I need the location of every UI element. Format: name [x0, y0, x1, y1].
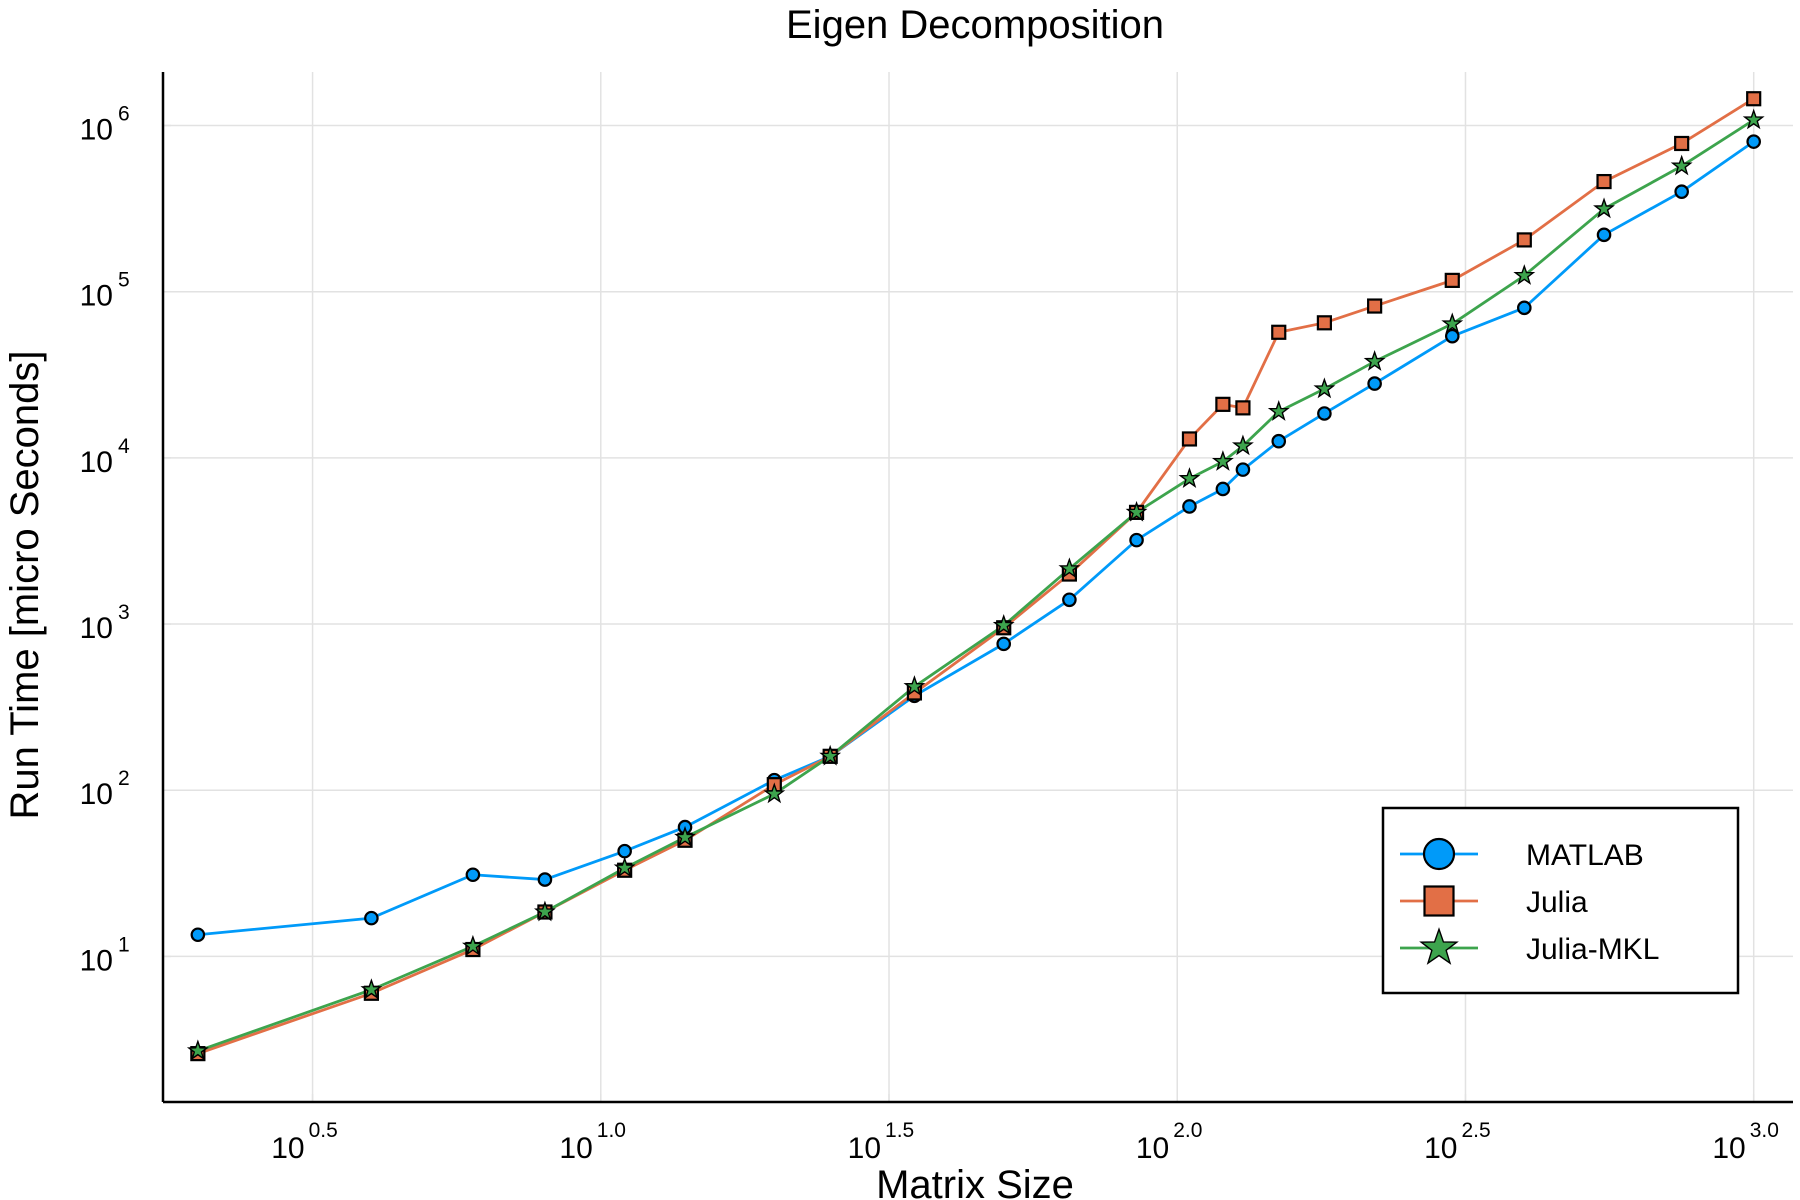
y-tick-exponent: 3 [118, 601, 130, 624]
data-point [533, 900, 556, 922]
x-tick-exponent: 0.5 [309, 1119, 338, 1142]
data-point [1363, 350, 1386, 371]
data-point [903, 675, 926, 696]
data-point [1674, 184, 1689, 199]
data-point [1513, 264, 1536, 285]
legend: MATLAB Julia Julia-MKL [1381, 806, 1740, 995]
data-point [186, 1039, 209, 1061]
y-tick-exponent: 2 [118, 767, 130, 790]
data-point [1593, 197, 1615, 219]
data-point [1235, 462, 1251, 477]
chart-title: Eigen Decomposition [786, 3, 1164, 47]
legend-marker [1423, 885, 1455, 917]
data-point [1231, 434, 1254, 456]
data-point [1271, 433, 1287, 449]
legend-label: MATLAB [1526, 839, 1644, 872]
legend-marker [1422, 837, 1456, 871]
data-point [1517, 300, 1532, 316]
data-point [1367, 298, 1383, 314]
data-point [1367, 376, 1382, 391]
x-tick-label: 10 [559, 1132, 592, 1165]
data-point [1746, 134, 1761, 149]
x-tick-label: 10 [1424, 1132, 1457, 1165]
data-point [1444, 272, 1460, 288]
x-tick-label: 10 [1712, 1132, 1745, 1165]
y-tick-label: 10 [80, 612, 113, 645]
data-point [465, 867, 481, 883]
data-point [1441, 312, 1464, 334]
data-point [1062, 592, 1077, 608]
data-point [1670, 154, 1693, 176]
x-tick-exponent: 3.0 [1750, 1119, 1779, 1142]
legend-label: Julia [1526, 886, 1588, 919]
data-point [1129, 532, 1144, 548]
y-axis-label: Run Time [micro Seconds] [3, 350, 47, 819]
data-point [461, 934, 484, 956]
y-tick-exponent: 6 [118, 103, 130, 126]
data-point [1742, 108, 1765, 130]
data-point [1444, 328, 1460, 344]
data-point [360, 978, 383, 1000]
data-point [996, 636, 1012, 652]
legend-marker [1419, 927, 1459, 965]
data-point [1058, 557, 1081, 579]
data-point [1211, 450, 1234, 471]
data-point [1674, 135, 1690, 152]
series-markers [186, 91, 1765, 1062]
data-point [537, 872, 553, 887]
y-tick-exponent: 1 [118, 933, 130, 956]
legend-items: MATLAB Julia Julia-MKL [1400, 837, 1659, 966]
data-point [819, 744, 842, 766]
data-point [364, 910, 379, 926]
data-point [613, 856, 636, 878]
data-point [190, 927, 206, 943]
y-tick-exponent: 5 [118, 269, 130, 292]
data-point [1178, 467, 1201, 488]
x-tick-exponent: 1.0 [597, 1119, 626, 1142]
data-point [1317, 406, 1332, 421]
data-point [1596, 227, 1612, 243]
data-point [1746, 91, 1762, 107]
x-tick-label: 10 [271, 1132, 304, 1165]
axes [161, 72, 1793, 1104]
x-tick-exponent: 1.5 [885, 1119, 914, 1142]
data-point [1516, 232, 1532, 248]
legend-label: Julia-MKL [1526, 933, 1659, 966]
x-tick-label: 10 [848, 1132, 881, 1165]
data-point [1235, 400, 1251, 416]
data-point [1181, 431, 1198, 447]
y-tick-label: 10 [80, 778, 113, 811]
data-point [674, 825, 696, 847]
data-point [1267, 400, 1290, 421]
x-tick-label: 10 [1136, 1132, 1169, 1165]
y-tick-exponent: 4 [118, 435, 130, 458]
data-point [1215, 396, 1231, 412]
data-point [617, 843, 632, 859]
data-point [1271, 324, 1287, 340]
data-point [763, 782, 786, 804]
y-tick-label: 10 [80, 944, 113, 977]
y-tick-label: 10 [80, 446, 113, 479]
x-axis-label: Matrix Size [876, 1163, 1074, 1200]
x-tick-exponent: 2.5 [1461, 1119, 1490, 1142]
data-point [1215, 481, 1231, 497]
data-point [1596, 173, 1612, 190]
data-point [1313, 377, 1336, 399]
y-tick-label: 10 [80, 114, 113, 147]
y-tick-label: 10 [80, 280, 113, 313]
data-point [1316, 315, 1332, 331]
data-point [992, 614, 1015, 635]
x-tick-exponent: 2.0 [1173, 1119, 1202, 1142]
data-point [1125, 500, 1148, 522]
data-point [1182, 499, 1197, 514]
